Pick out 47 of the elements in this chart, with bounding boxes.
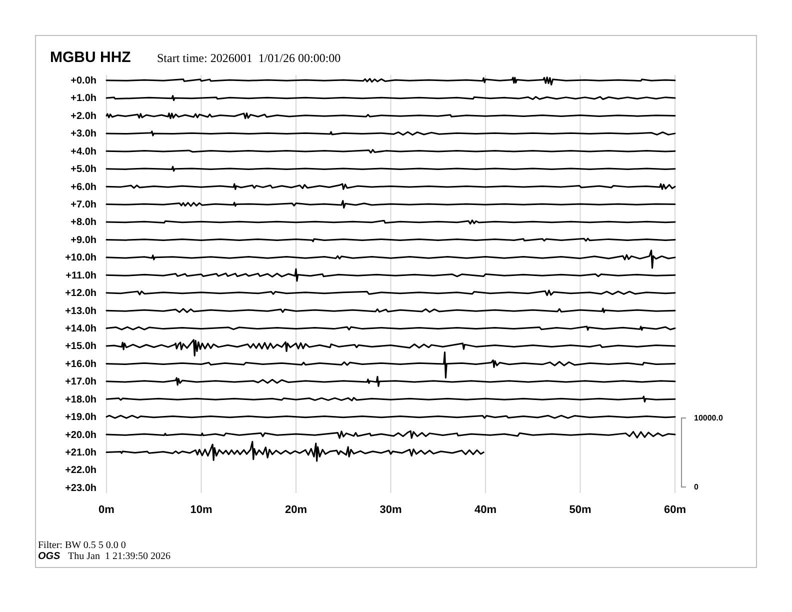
y-tick-label: +17.0h <box>65 376 96 388</box>
y-tick-label: +13.0h <box>65 306 96 317</box>
line-series <box>106 351 676 379</box>
y-tick-label: +2.0h <box>70 110 96 122</box>
y-tick-label: +7.0h <box>70 199 96 210</box>
line-series <box>106 339 676 356</box>
x-tick-label: 40m <box>474 504 497 516</box>
line-series <box>106 76 676 86</box>
y-tick-label: +5.0h <box>70 164 96 176</box>
y-tick-label: +23.0h <box>65 482 96 494</box>
y-tick-label: +20.0h <box>65 430 96 441</box>
chart-title: MGBU HHZ <box>50 49 131 66</box>
line-series <box>106 440 484 462</box>
y-tick-label: +8.0h <box>70 217 96 228</box>
y-tick-label: +12.0h <box>65 288 96 300</box>
x-tick-label: 10m <box>190 504 212 516</box>
x-tick-label: 20m <box>284 504 308 516</box>
y2-tick-label: 10000.0 <box>694 414 724 423</box>
y2-tick-label: 0 <box>694 482 699 492</box>
y-tick-label: +4.0h <box>70 146 96 158</box>
y-tick-label: +1.0h <box>70 93 96 104</box>
x-tick-label: 60m <box>664 504 686 516</box>
y-tick-label: +15.0h <box>65 341 96 352</box>
x-tick-label: 30m <box>380 504 402 516</box>
line-series <box>106 250 676 269</box>
line-series <box>106 376 676 387</box>
line-series <box>106 268 676 282</box>
text: Thu Jan 1 21:39:50 2026 <box>68 551 170 562</box>
text: Filter: BW 0.5 5 0.0 0 <box>38 540 126 551</box>
y-tick-label: +3.0h <box>70 128 96 140</box>
y-tick-label: +14.0h <box>65 323 96 334</box>
y-tick-label: +11.0h <box>66 270 96 282</box>
chart-subtitle: Start time: 2026001 1/01/26 00:00:00 <box>157 51 341 65</box>
y-tick-label: +19.0h <box>65 412 96 424</box>
y-tick-label: +21.0h <box>65 447 96 458</box>
y-tick-label: +18.0h <box>65 394 96 406</box>
x-tick-label: 50m <box>569 504 592 516</box>
line-series <box>106 200 676 209</box>
text: OGS <box>38 551 61 562</box>
line-series <box>106 430 676 439</box>
y-tick-label: +10.0h <box>65 252 96 264</box>
y-tick-label: +16.0h <box>65 358 96 370</box>
y-tick-label: +22.0h <box>65 465 96 476</box>
x-tick-label: 0m <box>98 504 115 516</box>
y-tick-label: +9.0h <box>70 234 96 246</box>
y-tick-label: +0.0h <box>70 76 96 87</box>
y-tick-label: +6.0h <box>70 182 96 193</box>
